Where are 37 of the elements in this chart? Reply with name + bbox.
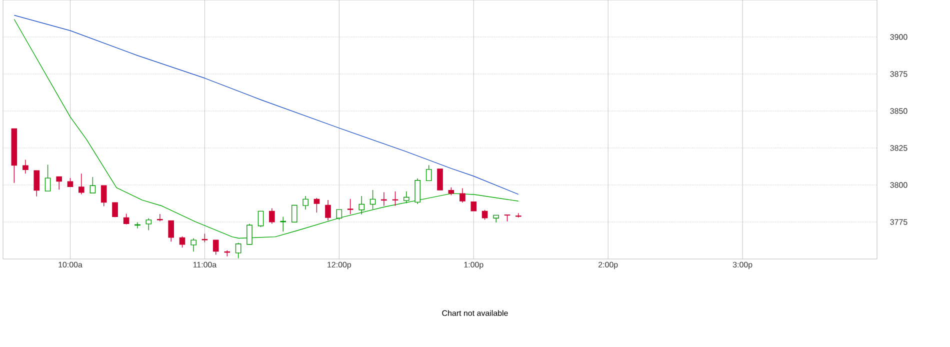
candlestick — [516, 212, 522, 218]
candlestick — [314, 198, 320, 213]
candlestick — [56, 176, 62, 190]
candlestick — [90, 176, 96, 194]
candlestick — [235, 242, 242, 259]
candlestick — [168, 220, 174, 242]
candlestick — [325, 200, 331, 221]
candlestick — [482, 210, 488, 220]
candlestick — [34, 170, 40, 197]
candlestick — [246, 223, 252, 246]
candlestick — [123, 213, 130, 225]
line-series — [14, 18, 519, 239]
candlestick — [291, 204, 298, 222]
candlestick — [370, 190, 376, 210]
candlestick — [302, 196, 308, 210]
candlestick — [100, 185, 107, 207]
candlestick — [437, 168, 443, 190]
candlestick — [358, 196, 365, 215]
candlestick — [460, 188, 466, 203]
candlestick — [336, 209, 342, 220]
candlestick — [146, 218, 152, 231]
candlestick — [258, 210, 264, 228]
line-series — [14, 14, 519, 195]
candlestick — [157, 214, 163, 222]
candlestick — [414, 178, 420, 204]
candlestick — [426, 164, 432, 182]
candlestick — [179, 236, 186, 248]
candlestick — [112, 202, 118, 218]
candlestick — [22, 159, 28, 174]
candlestick — [78, 173, 84, 195]
candlestick — [347, 198, 354, 215]
candlestick — [403, 191, 410, 204]
candlestick — [190, 238, 196, 252]
candlestick — [212, 240, 219, 256]
candlestick — [269, 208, 275, 224]
candlestick — [470, 202, 477, 212]
candlestick — [44, 164, 51, 192]
